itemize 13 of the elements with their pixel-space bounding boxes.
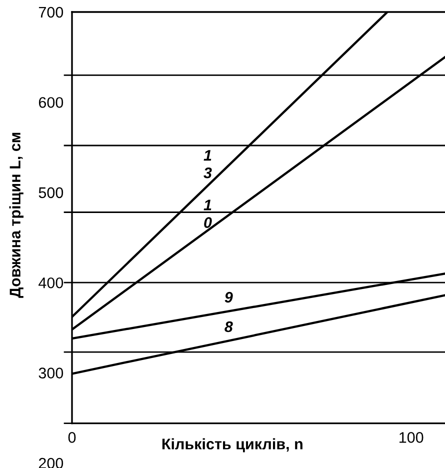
- x-tick-label: 0: [68, 432, 76, 443]
- series-label: 8: [224, 321, 233, 332]
- y-tick-label: 600: [38, 97, 64, 108]
- y-tick-label: 700: [38, 6, 64, 18]
- series-label: 10: [204, 200, 212, 228]
- series-label: 13: [204, 150, 212, 178]
- y-tick-label: 400: [38, 277, 64, 288]
- x-tick-label: 100: [400, 432, 424, 443]
- y-axis-title: Довжина тріщин L, см: [9, 132, 24, 298]
- series-label: 9: [224, 292, 233, 303]
- y-tick-label: 300: [38, 368, 64, 378]
- x-axis-title: Кількість циклів, n: [162, 438, 302, 452]
- y-tick-label: 500: [38, 187, 64, 198]
